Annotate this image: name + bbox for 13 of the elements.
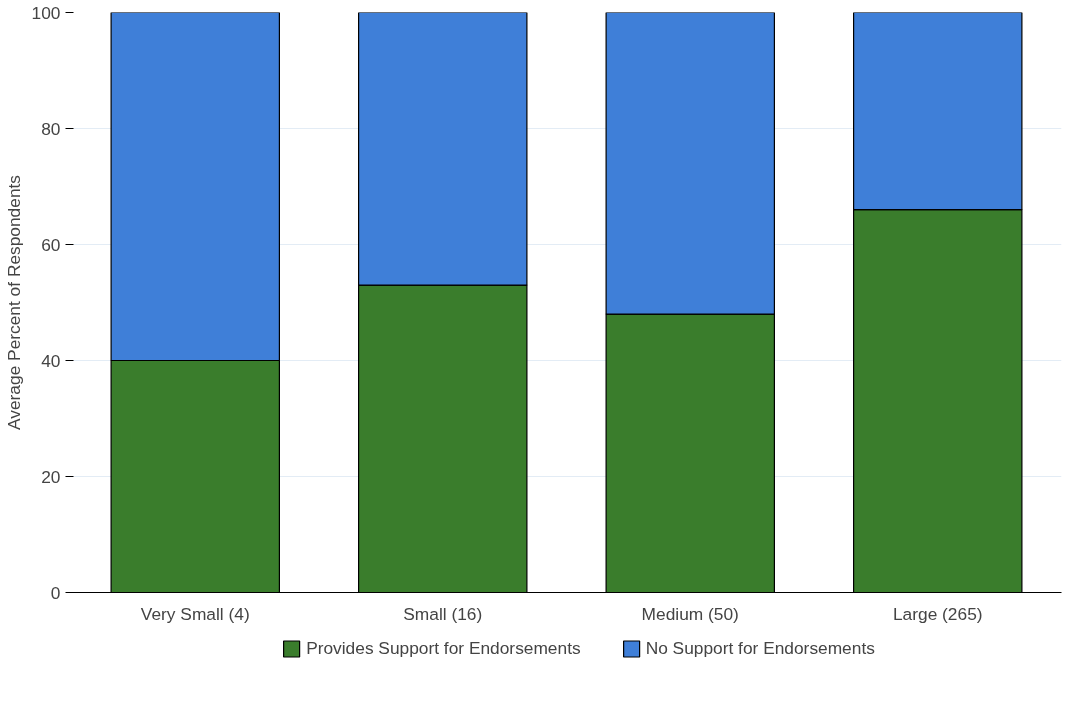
y-tick-label: 0 [50,582,61,603]
y-tick-label: 100 [31,2,61,23]
legend-label: Provides Support for Endorsements [306,637,581,659]
y-tick-label: 60 [41,234,61,255]
x-tick-label: Very Small (4) [140,603,250,624]
legend-label: No Support for Endorsements [645,637,875,659]
y-tick-label: 40 [41,350,61,371]
x-tick-label: Large (265) [892,603,983,624]
y-tick-label: 20 [41,466,61,487]
y-tick-label: 80 [41,118,61,139]
y-axis-title: Average Percent of Respondents [3,174,24,430]
x-tick-label: Medium (50) [641,603,739,624]
x-tick-label: Small (16) [403,603,483,624]
